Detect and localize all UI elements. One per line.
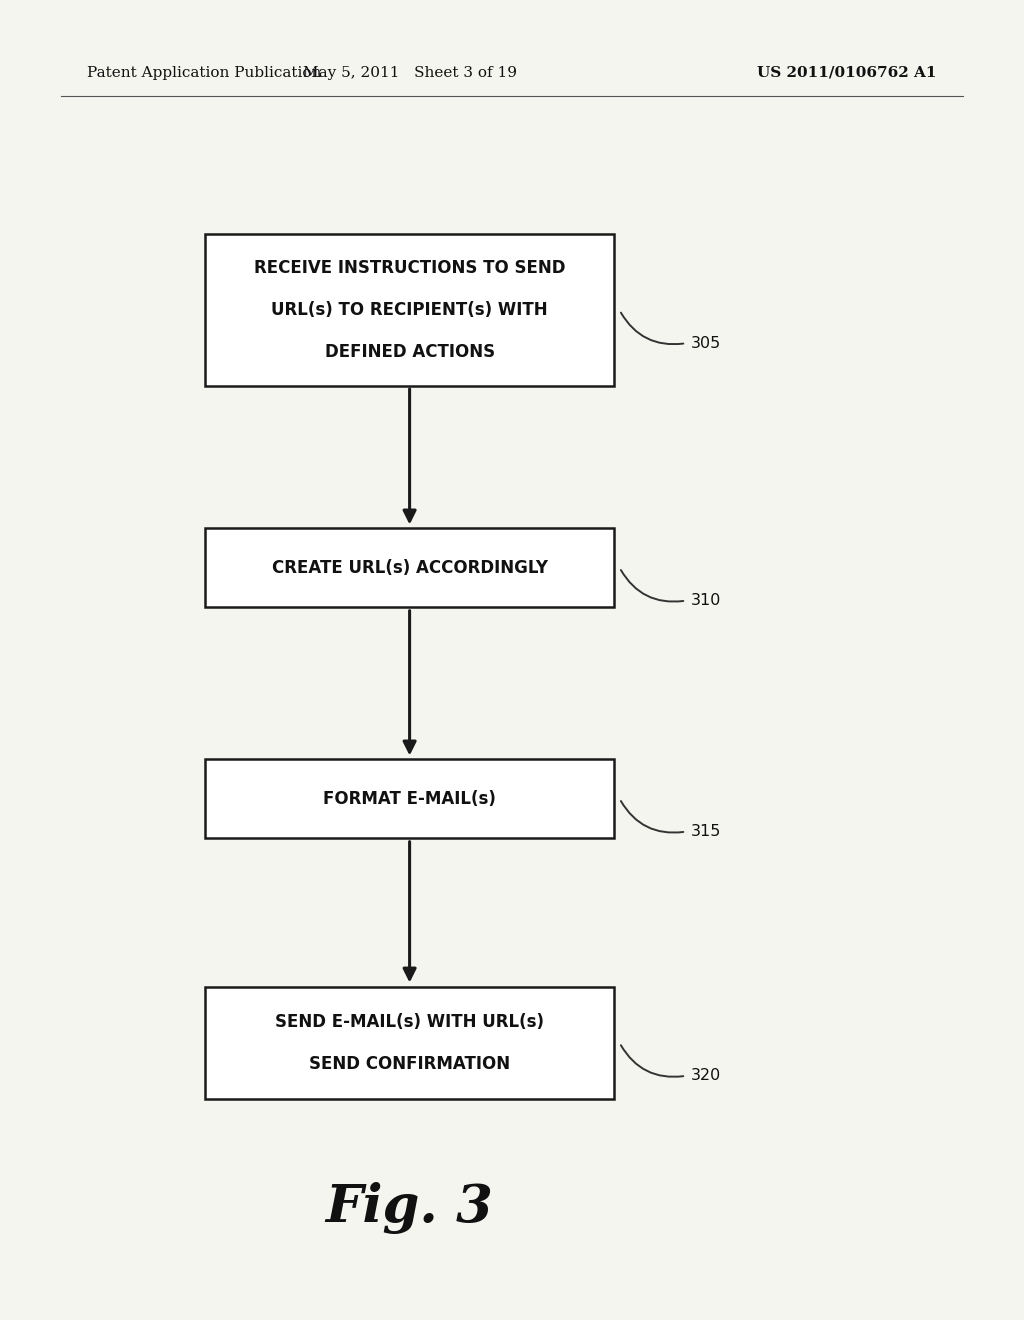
Text: FORMAT E-MAIL(s): FORMAT E-MAIL(s) <box>324 789 496 808</box>
Text: URL(s) TO RECIPIENT(s) WITH: URL(s) TO RECIPIENT(s) WITH <box>271 301 548 319</box>
Bar <box>205 987 614 1098</box>
Bar <box>205 235 614 385</box>
Text: SEND E-MAIL(s) WITH URL(s): SEND E-MAIL(s) WITH URL(s) <box>275 1012 544 1031</box>
Text: DEFINED ACTIONS: DEFINED ACTIONS <box>325 343 495 362</box>
Text: CREATE URL(s) ACCORDINGLY: CREATE URL(s) ACCORDINGLY <box>271 558 548 577</box>
Text: Patent Application Publication: Patent Application Publication <box>87 66 322 79</box>
Text: May 5, 2011   Sheet 3 of 19: May 5, 2011 Sheet 3 of 19 <box>303 66 516 79</box>
Text: 305: 305 <box>691 335 722 351</box>
Text: 315: 315 <box>691 824 722 840</box>
Bar <box>205 759 614 838</box>
Text: Fig. 3: Fig. 3 <box>326 1181 494 1234</box>
Text: 320: 320 <box>691 1068 722 1084</box>
Text: RECEIVE INSTRUCTIONS TO SEND: RECEIVE INSTRUCTIONS TO SEND <box>254 259 565 277</box>
Text: SEND CONFIRMATION: SEND CONFIRMATION <box>309 1055 510 1073</box>
Text: 310: 310 <box>691 593 722 609</box>
Bar <box>205 528 614 607</box>
Text: US 2011/0106762 A1: US 2011/0106762 A1 <box>758 66 937 79</box>
